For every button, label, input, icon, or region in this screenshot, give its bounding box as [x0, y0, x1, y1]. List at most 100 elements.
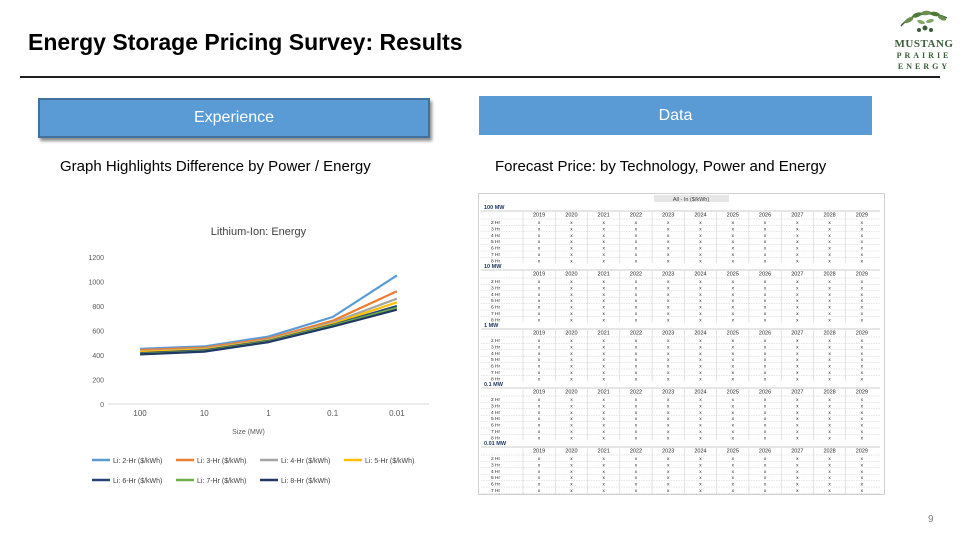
table-cell: x [538, 227, 541, 232]
table-row-label: 8 Hr [491, 376, 500, 382]
table-header: All - In ($/kWh) [673, 197, 710, 203]
table-cell: x [635, 259, 638, 264]
table-cell: x [667, 247, 670, 252]
table-cell: x [602, 339, 605, 344]
table-year-header: 2023 [662, 331, 674, 337]
table-cell: x [538, 430, 541, 435]
logo-text-line: PRAIRIE [896, 51, 952, 60]
table-year-header: 2029 [856, 390, 868, 396]
series-line [140, 308, 398, 356]
table-cell: x [699, 259, 702, 264]
table-cell: x [764, 312, 767, 317]
table-cell: x [828, 417, 831, 422]
table-cell: x [764, 253, 767, 258]
table-row-label: 6 Hr [491, 423, 500, 429]
table-cell: x [732, 227, 735, 232]
table-block-label: 10 MW [484, 264, 502, 270]
table-cell: x [796, 345, 799, 350]
legend-label: Li: 4-Hr ($/kWh) [281, 458, 330, 465]
table-cell: x [796, 280, 799, 285]
table-row-label: 6 Hr [491, 482, 500, 488]
table-cell: x [570, 234, 573, 239]
table-cell: x [538, 312, 541, 317]
table-year-header: 2020 [565, 331, 577, 337]
table-cell: x [861, 286, 864, 291]
table-cell: x [764, 234, 767, 239]
table-cell: x [667, 398, 670, 403]
table-row-label: 5 Hr [491, 357, 500, 363]
table-cell: x [538, 221, 541, 226]
table-cell: x [861, 398, 864, 403]
leaf-icon [900, 10, 948, 32]
logo-text-line: ENERGY [897, 62, 951, 71]
table-cell: x [764, 436, 767, 441]
table-cell: x [861, 312, 864, 317]
table-cell: x [538, 240, 541, 245]
table-cell: x [764, 470, 767, 475]
table-cell: x [861, 483, 864, 488]
table-cell: x [828, 259, 831, 264]
table-cell: x [570, 424, 573, 429]
table-cell: x [732, 430, 735, 435]
table-year-header: 2024 [694, 272, 706, 278]
table-cell: x [796, 476, 799, 481]
table-cell: x [538, 365, 541, 370]
table-cell: x [796, 436, 799, 441]
table-cell: x [602, 247, 605, 252]
table-cell: x [828, 306, 831, 311]
forecast-price-table: All - In ($/kWh) 100 MW 2019 2020 2021 2022 20… [478, 193, 885, 495]
table-cell: x [828, 424, 831, 429]
table-cell: x [699, 358, 702, 363]
table-cell: x [828, 293, 831, 298]
table-cell: x [699, 424, 702, 429]
table-year-header: 2023 [662, 449, 674, 455]
table-cell: x [732, 352, 735, 357]
table-year-header: 2026 [759, 272, 771, 278]
table-year-header: 2024 [694, 213, 706, 219]
table-year-header: 2019 [533, 213, 545, 219]
table-cell: x [764, 430, 767, 435]
table-year-header: 2022 [630, 272, 642, 278]
table-cell: x [602, 430, 605, 435]
table-cell: x [570, 352, 573, 357]
table-cell: x [667, 476, 670, 481]
experience-button[interactable]: Experience [38, 98, 430, 138]
table-cell: x [538, 345, 541, 350]
table-cell: x [828, 247, 831, 252]
table-cell: x [699, 476, 702, 481]
table-cell: x [828, 240, 831, 245]
table-cell: x [538, 457, 541, 462]
legend-label: Li: 3-Hr ($/kWh) [197, 458, 246, 465]
table-row-label: 7 Hr [491, 370, 500, 376]
table-cell: x [861, 247, 864, 252]
table-cell: x [699, 404, 702, 409]
table-year-header: 2020 [565, 213, 577, 219]
table-cell: x [635, 430, 638, 435]
data-button[interactable]: Data [479, 96, 872, 135]
y-tick-label: 800 [92, 304, 104, 311]
table-cell: x [861, 470, 864, 475]
table-year-header: 2024 [694, 331, 706, 337]
table-cell: x [699, 377, 702, 382]
table-row-label: 4 Hr [491, 469, 500, 475]
table-cell: x [796, 221, 799, 226]
table-year-header: 2029 [856, 331, 868, 337]
table-cell: x [667, 365, 670, 370]
table-cell: x [570, 371, 573, 376]
table-cell: x [699, 430, 702, 435]
table-cell: x [538, 259, 541, 264]
table-cell: x [764, 489, 767, 494]
table-cell: x [861, 345, 864, 350]
table-cell: x [861, 234, 864, 239]
lithium-ion-energy-chart: Lithium-Ion: Energy 0 200 400 600 800 1000 1200… [84, 222, 440, 492]
table-year-header: 2027 [791, 390, 803, 396]
table-cell: x [635, 436, 638, 441]
table-cell: x [635, 483, 638, 488]
table-cell: x [861, 259, 864, 264]
table-cell: x [796, 240, 799, 245]
table-cell: x [570, 358, 573, 363]
table-cell: x [828, 345, 831, 350]
table-cell: x [602, 259, 605, 264]
legend-label: Li: 5-Hr ($/kWh) [365, 458, 414, 465]
table-cell: x [602, 398, 605, 403]
